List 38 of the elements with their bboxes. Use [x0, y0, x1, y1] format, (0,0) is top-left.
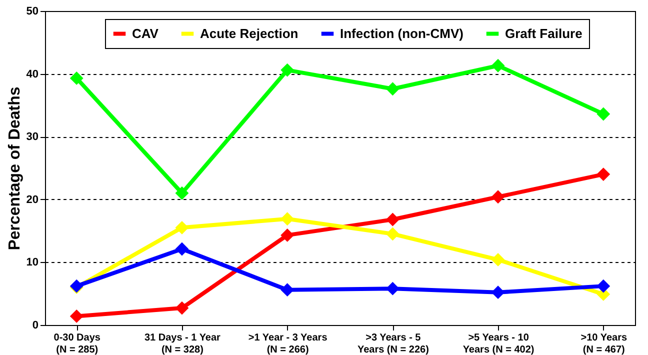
point	[491, 190, 505, 204]
legend-label: Infection (non-CMV)	[340, 26, 464, 41]
point	[70, 310, 84, 323]
y-tick-label: 40	[26, 68, 38, 80]
legend-label: Graft Failure	[505, 26, 582, 41]
y-tick-label: 30	[26, 131, 38, 144]
x-tick-label: 0-30 Days (N = 285)	[54, 332, 101, 355]
point	[386, 212, 400, 226]
point	[175, 301, 189, 315]
point	[596, 279, 610, 293]
point	[280, 212, 294, 226]
legend-label: Acute Rejection	[200, 26, 298, 41]
point	[386, 227, 400, 241]
point	[491, 286, 505, 300]
x-tick-label: >3 Years - 5 Years (N = 226)	[357, 332, 429, 355]
y-tick-label: 20	[26, 194, 38, 206]
point	[596, 107, 610, 121]
point	[70, 71, 84, 85]
point	[280, 228, 294, 242]
point	[175, 186, 189, 200]
x-tick-label: >5 Years - 10 Years (N = 402)	[462, 332, 534, 355]
point	[491, 58, 505, 72]
point	[175, 242, 189, 256]
legend-label: CAV	[132, 26, 159, 41]
point	[596, 168, 610, 181]
point	[386, 282, 400, 296]
y-tick-label: 0	[32, 320, 38, 332]
x-tick-label: >10 Years (N = 467)	[580, 332, 628, 355]
point	[491, 252, 505, 266]
y-tick-label: 50	[26, 6, 38, 18]
y-tick-label: 10	[26, 256, 38, 269]
point	[175, 220, 189, 234]
point	[280, 63, 294, 77]
point	[280, 283, 294, 297]
point	[386, 82, 400, 96]
x-tick-label: >1 Year - 3 Years (N = 266)	[248, 332, 328, 355]
x-tick-label: 31 Days - 1 Year (N = 328)	[144, 332, 221, 355]
y-axis-title: Percentage of Deaths	[6, 86, 24, 250]
